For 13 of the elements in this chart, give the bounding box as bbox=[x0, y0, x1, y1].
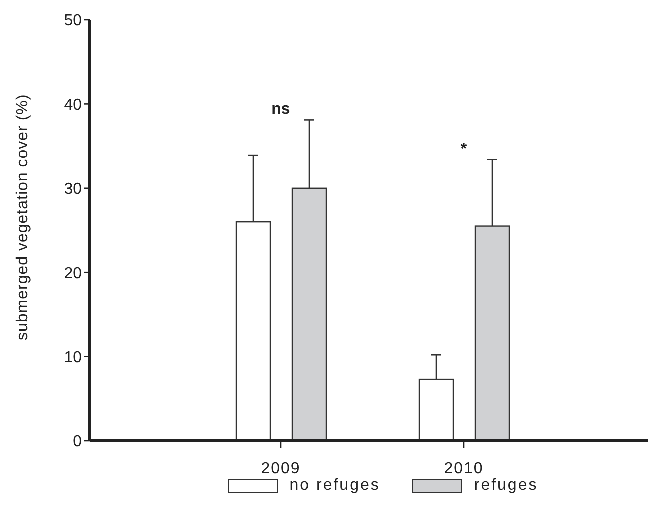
legend-label: refuges bbox=[474, 477, 538, 495]
annotation: * bbox=[460, 140, 468, 158]
y-tick-label: 0 bbox=[73, 434, 82, 451]
y-tick-label: 50 bbox=[64, 12, 82, 30]
annotation: ns bbox=[272, 101, 290, 118]
x-tick-label: 2009 bbox=[261, 460, 301, 478]
x-tick-label: 2010 bbox=[444, 460, 484, 478]
legend-label: no refuges bbox=[290, 477, 380, 495]
y-tick-label: 40 bbox=[64, 96, 82, 114]
y-axis-title: submerged vegetation cover (%) bbox=[14, 94, 32, 340]
y-tick-label: 10 bbox=[64, 349, 82, 366]
y-tick-label: 30 bbox=[64, 181, 82, 198]
y-tick-label: 20 bbox=[64, 265, 82, 282]
